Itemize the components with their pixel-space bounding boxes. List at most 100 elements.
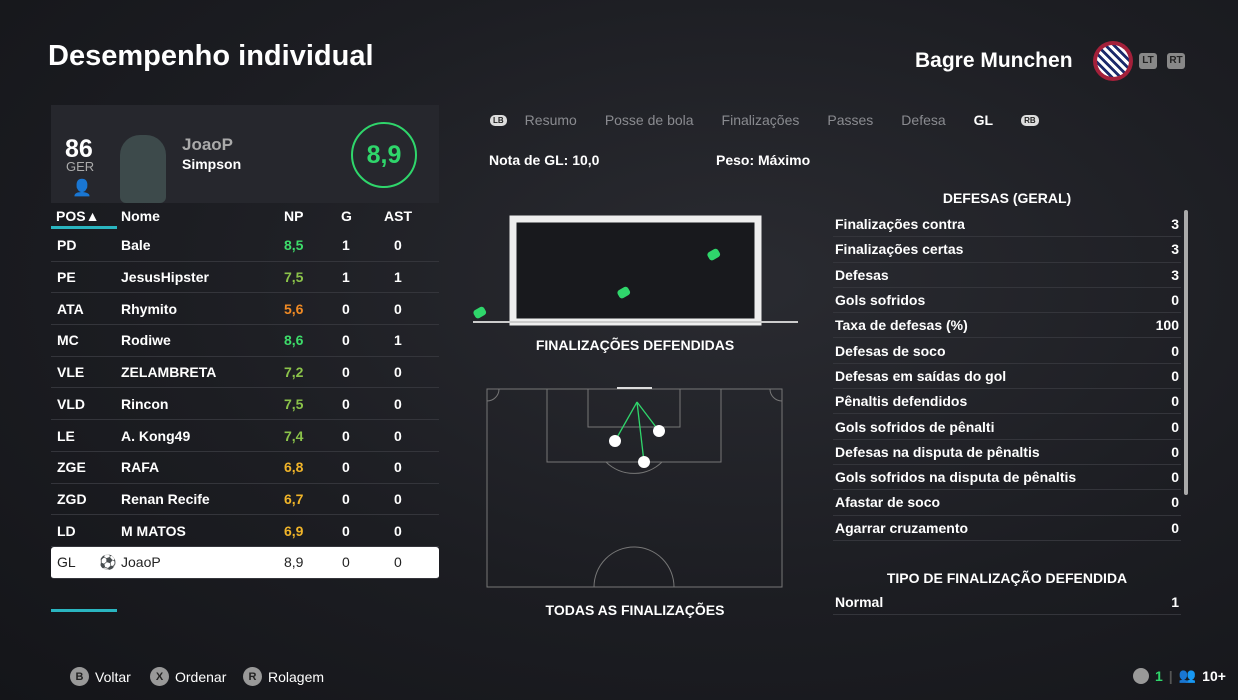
count: 1 <box>1155 667 1163 684</box>
stat-label: Defesas em saídas do gol <box>835 367 1007 384</box>
row-pos: LE <box>57 427 75 444</box>
table-row[interactable]: PD Bale 8,5 1 0 <box>51 230 439 262</box>
row-name: RAFA <box>121 459 160 476</box>
back-label: Voltar <box>95 668 131 685</box>
back-hint[interactable]: B Voltar <box>70 667 131 686</box>
lb-button-icon[interactable]: LB <box>490 114 507 126</box>
table-row[interactable]: ATA Rhymito 5,6 0 0 <box>51 293 439 326</box>
stat-value: 0 <box>1171 443 1179 460</box>
stat-label: Gols sofridos de pênalti <box>835 418 995 435</box>
tab-passes[interactable]: Passes <box>827 112 874 128</box>
row-name: JesusHipster <box>121 269 209 286</box>
table-row[interactable]: MC Rodiwe 8,6 0 1 <box>51 325 439 357</box>
tab-defesa[interactable]: Defesa <box>901 112 946 128</box>
stats-title: DEFESAS (GERAL) <box>942 190 1072 206</box>
row-assists: 0 <box>394 554 402 571</box>
tab-finalizacoes[interactable]: Finalizações <box>721 112 800 128</box>
player-last-name: Simpson <box>182 156 242 172</box>
rt-button-icon[interactable]: RT <box>1167 53 1185 69</box>
rb-button-icon[interactable]: RB <box>1021 114 1039 126</box>
stat-row: Afastar de soco 0 <box>833 490 1181 516</box>
scroll-hint[interactable]: R Rolagem <box>243 667 324 686</box>
goal-diagram <box>473 215 798 326</box>
sort-hint[interactable]: X Ordenar <box>150 667 226 686</box>
table-row[interactable]: PE JesusHipster 7,5 1 1 <box>51 262 439 294</box>
row-assists: 0 <box>394 490 402 507</box>
stat-value: 0 <box>1171 342 1179 359</box>
penalty-arc <box>605 461 663 474</box>
stat-value: 3 <box>1171 266 1179 283</box>
table-row[interactable]: VLD Rincon 7,5 0 0 <box>51 389 439 421</box>
row-rating: 8,9 <box>284 554 304 571</box>
stat-value: 0 <box>1171 418 1179 435</box>
speaker-muted-icon <box>1133 667 1149 684</box>
weight: Peso: Máximo <box>716 152 811 168</box>
col-pos[interactable]: POS▲ <box>56 208 100 224</box>
stat-row: Pênaltis defendidos 0 <box>833 389 1181 415</box>
stat-label: Taxa de defesas (%) <box>835 317 968 334</box>
stat-value: 0 <box>1171 519 1179 536</box>
scroll-label: Rolagem <box>268 668 325 685</box>
row-name: JoaoP <box>121 554 161 571</box>
b-button-icon: B <box>70 667 89 686</box>
col-np[interactable]: NP <box>284 208 304 224</box>
row-rating: 7,5 <box>284 269 304 286</box>
row-rating: 7,4 <box>284 427 304 444</box>
row-assists: 0 <box>394 364 402 381</box>
row-assists: 1 <box>394 269 402 286</box>
col-g[interactable]: G <box>341 208 352 224</box>
tab-posse[interactable]: Posse de bola <box>604 112 694 128</box>
shot-type-list: Normal 1 <box>833 590 1181 616</box>
gk-rating: Nota de GL: 10,0 <box>489 152 600 168</box>
player-avatar <box>120 135 166 203</box>
row-rating: 8,5 <box>284 237 304 254</box>
table-row[interactable]: ZGE RAFA 6,8 0 0 <box>51 452 439 484</box>
row-name: Rodiwe <box>121 332 171 349</box>
tab-gl[interactable]: GL <box>973 112 994 128</box>
goal-frame <box>509 215 762 326</box>
tab-resumo[interactable]: Resumo <box>524 112 577 128</box>
player-rating: 8,9 <box>351 122 417 188</box>
glove-icon <box>617 286 631 299</box>
player-overall: 86 <box>65 135 93 163</box>
row-goals: 1 <box>342 237 350 254</box>
row-name: Bale <box>121 237 151 254</box>
row-pos: PD <box>57 237 77 254</box>
row-goals: 1 <box>342 269 350 286</box>
row-assists: 0 <box>394 237 402 254</box>
stat-label: Gols sofridos na disputa de pênaltis <box>835 469 1077 486</box>
status-area: 1 | 👥 10+ <box>1133 667 1226 684</box>
col-ast[interactable]: AST <box>384 208 412 224</box>
stat-label: Finalizações certas <box>835 241 964 258</box>
saved-caption: FINALIZAÇÕES DEFENDIDAS <box>535 337 735 353</box>
stat-row: Normal 1 <box>833 590 1181 616</box>
shot-point <box>653 425 665 437</box>
lt-button-icon[interactable]: LT <box>1139 53 1157 69</box>
glove-icon <box>707 248 721 261</box>
stat-row: Finalizações contra 3 <box>833 212 1181 238</box>
row-name: A. Kong49 <box>121 427 191 444</box>
table-row[interactable]: ZGD Renan Recife 6,7 0 0 <box>51 484 439 516</box>
stat-row: Defesas em saídas do gol 0 <box>833 364 1181 390</box>
team-name: Bagre Munchen <box>915 49 1073 72</box>
table-row[interactable]: LE A. Kong49 7,4 0 0 <box>51 420 439 452</box>
stat-label: Finalizações contra <box>835 216 965 233</box>
row-pos: ZGE <box>57 459 86 476</box>
shot-type-title: TIPO DE FINALIZAÇÃO DEFENDIDA <box>886 570 1128 586</box>
col-name[interactable]: Nome <box>121 208 160 224</box>
shot-point <box>638 456 650 468</box>
row-goals: 0 <box>342 364 350 381</box>
stat-label: Defesas <box>835 266 889 283</box>
scrollbar[interactable] <box>1184 210 1188 495</box>
table-row[interactable]: VLE ZELAMBRETA 7,2 0 0 <box>51 357 439 389</box>
person-icon: 👤 <box>72 180 92 197</box>
row-goals: 0 <box>342 459 350 476</box>
table-row[interactable]: LD M MATOS 6,9 0 0 <box>51 515 439 547</box>
table-row[interactable]: GL ⚽ JoaoP 8,9 0 0 <box>51 547 439 579</box>
people-icon: 👥 <box>1178 667 1197 683</box>
page-title: Desempenho individual <box>48 40 374 72</box>
stat-row: Defesas de soco 0 <box>833 338 1181 364</box>
row-goals: 0 <box>342 395 350 412</box>
row-assists: 0 <box>394 522 402 539</box>
row-goals: 0 <box>342 300 350 317</box>
